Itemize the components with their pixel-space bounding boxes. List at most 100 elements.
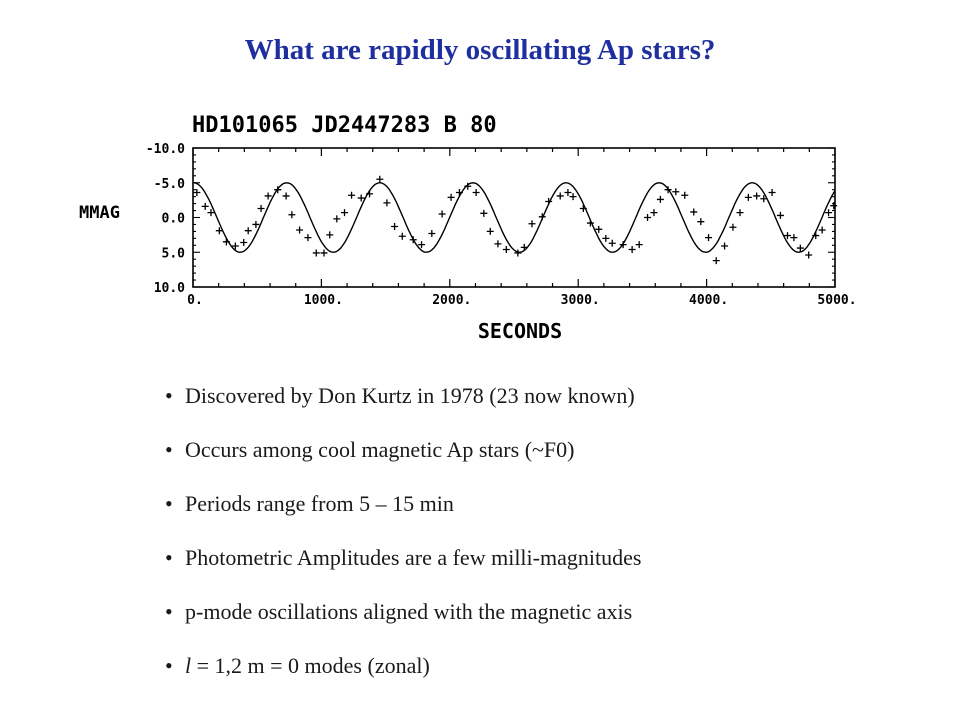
bullet-text: Periods range from 5 – 15 min [185, 491, 454, 516]
observation-point [825, 209, 833, 217]
observation-point [376, 175, 384, 183]
observation-point [480, 209, 488, 217]
observation-point [736, 209, 744, 217]
observation-point [664, 186, 672, 194]
observation-point [244, 227, 252, 235]
observation-point [744, 193, 752, 201]
observation-point [257, 204, 265, 212]
x-tick-label: 0. [187, 293, 203, 308]
x-axis-label: SECONDS [478, 319, 562, 343]
observation-point [538, 213, 546, 221]
light-curve-figure: HD101065 JD2447283 B 80 MMAG SECONDS 0. 1… [79, 113, 857, 343]
observation-point [579, 204, 587, 212]
observation-point [721, 242, 729, 250]
observation-point [341, 209, 349, 217]
observation-point [520, 243, 528, 251]
observation-point [409, 236, 417, 244]
observation-point [398, 232, 406, 240]
bullet-list: • Discovered by Don Kurtz in 1978 (23 now… [165, 376, 641, 700]
sine-fit-curve [193, 182, 836, 253]
observation-point [712, 257, 720, 265]
observation-point [564, 188, 572, 196]
bullet-text: Discovered by Don Kurtz in 1978 (23 now … [185, 383, 635, 408]
observation-point [366, 190, 374, 198]
observation-point [681, 191, 689, 199]
observation-point [729, 223, 737, 231]
observation-point [690, 208, 698, 216]
observation-point [357, 194, 365, 202]
bullet-item: • Periods range from 5 – 15 min [165, 484, 641, 538]
bullet-symbol: • [165, 545, 173, 570]
observation-point [207, 209, 215, 217]
observation-point [586, 219, 594, 227]
observation-point [556, 192, 564, 200]
observation-point [635, 241, 643, 249]
bullet-symbol: • [165, 383, 173, 408]
observation-point [288, 211, 296, 219]
observation-point [776, 211, 784, 219]
observation-point [705, 234, 713, 242]
observation-point [697, 218, 705, 226]
bullet-text: p-mode oscillations aligned with the mag… [185, 599, 633, 624]
bullet-text: Occurs among cool magnetic Ap stars (~F0… [185, 437, 575, 462]
observation-point [348, 191, 356, 199]
observation-point [595, 225, 603, 233]
x-tick-label: 3000. [561, 293, 600, 308]
observation-point [383, 199, 391, 207]
observation-point [619, 241, 627, 249]
bullet-item: • Photometric Amplitudes are a few milli-… [165, 538, 641, 592]
bullet-text: Photometric Amplitudes are a few milli-m… [185, 545, 642, 570]
observation-point [796, 244, 804, 252]
bullet-item: • Discovered by Don Kurtz in 1978 (23 now… [165, 376, 641, 430]
x-tick-label: 1000. [304, 293, 343, 308]
bullet-symbol: • [165, 653, 173, 678]
bullet-item: • p-mode oscillations aligned with the ma… [165, 592, 641, 646]
observation-point [193, 188, 201, 196]
observation-point [252, 220, 260, 228]
slide-title: What are rapidly oscillating Ap stars? [244, 34, 716, 66]
observation-point [240, 239, 248, 247]
observation-point [312, 249, 320, 257]
observation-point [274, 186, 282, 194]
observation-point [514, 249, 522, 257]
bullet-item: • Occurs among cool magnetic Ap stars (~F… [165, 430, 641, 484]
observation-point [760, 195, 768, 203]
observation-point [805, 251, 813, 259]
observation-point [464, 182, 472, 190]
observation-point [455, 188, 463, 196]
bullet-symbol: • [165, 599, 173, 624]
observation-point [569, 193, 577, 201]
observation-point [333, 215, 341, 223]
observation-point [812, 232, 820, 240]
observation-point [502, 245, 510, 253]
observation-point [296, 226, 304, 234]
y-axis-label: MMAG [79, 203, 120, 223]
y-tick-label: -5.0 [154, 177, 185, 192]
observation-point [304, 234, 312, 242]
observation-point [231, 242, 239, 250]
plot-frame [192, 147, 836, 288]
observation-point [438, 210, 446, 218]
observation-point [428, 229, 436, 237]
quantum-number-l: l [185, 653, 192, 678]
observation-point [528, 220, 536, 228]
observation-point [222, 238, 230, 246]
observation-point [320, 249, 328, 257]
observation-point [628, 245, 636, 253]
bullet-symbol: • [165, 437, 173, 462]
observation-point [264, 192, 272, 200]
observation-point [215, 227, 223, 235]
observation-point [391, 223, 399, 231]
chart-title: HD101065 JD2447283 B 80 [192, 113, 497, 138]
observation-point [418, 241, 426, 249]
observation-point [282, 192, 290, 200]
y-tick-label: 10.0 [154, 281, 185, 296]
observation-point [768, 188, 776, 196]
observation-point [494, 240, 502, 248]
observation-point [608, 239, 616, 247]
observation-point [656, 195, 664, 203]
y-tick-label: -10.0 [146, 142, 185, 157]
observation-point [644, 214, 652, 221]
observation-point [545, 198, 553, 206]
bullet-item: • l = 1,2 m = 0 modes (zonal) [165, 646, 641, 700]
